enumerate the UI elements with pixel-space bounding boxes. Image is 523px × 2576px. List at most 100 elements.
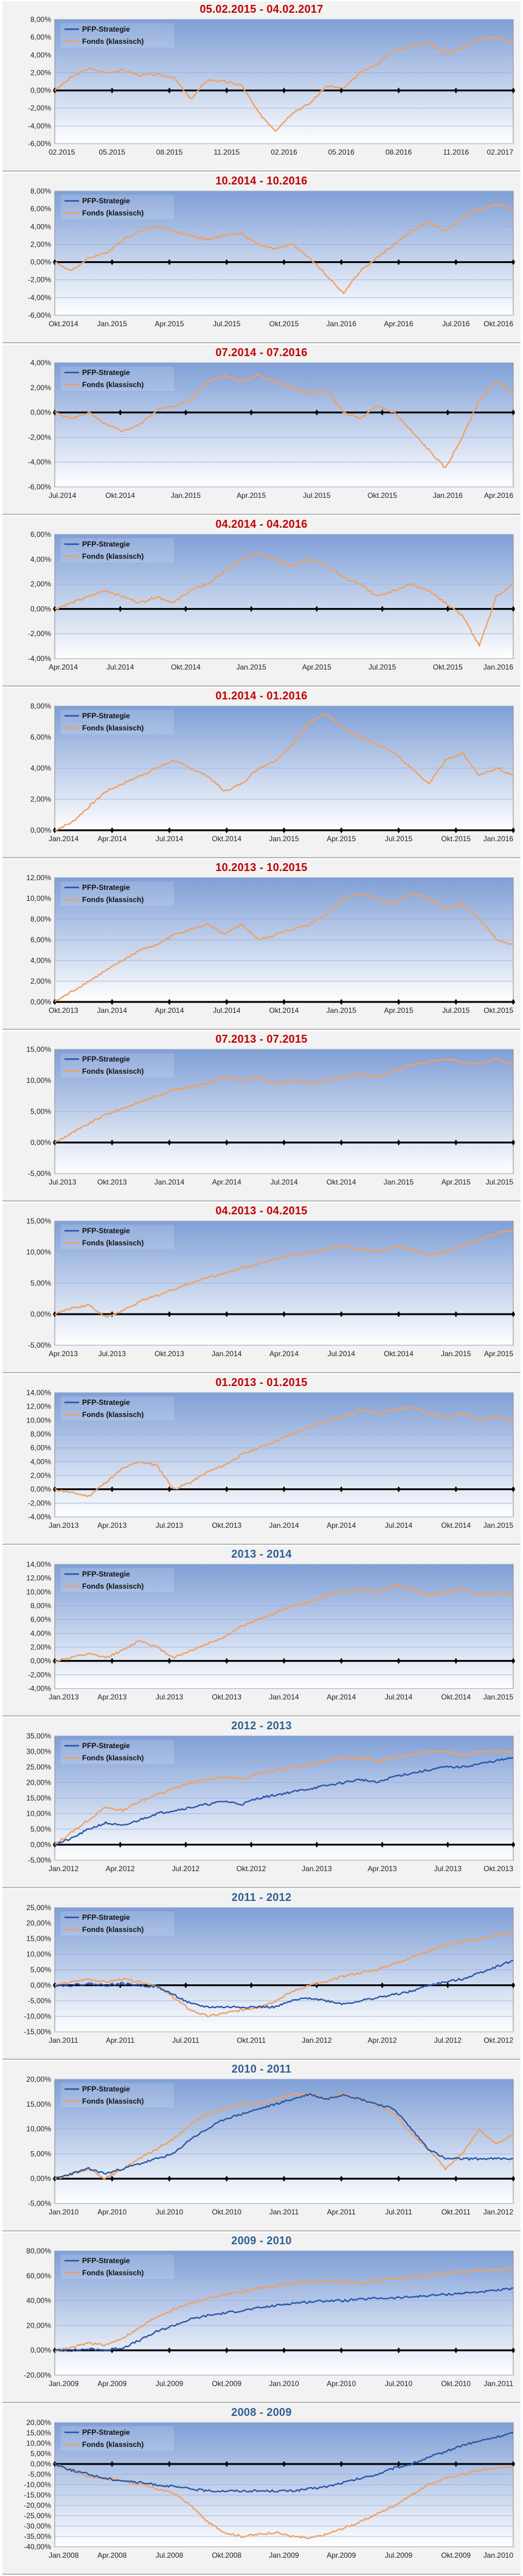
fund-series-line (54, 373, 514, 468)
axis-marker (167, 2461, 171, 2467)
x-tick-label: Jan.2010 (49, 2208, 79, 2216)
y-tick-label: -4,00% (28, 1684, 51, 1693)
line-chart: -6,00% -4,00% -2,00% 0,00% 2,00% 4,00% 6,00% 8,… (28, 187, 515, 328)
x-tick-label: Jan.2015 (236, 663, 266, 671)
x-tick-label: Jan.2013 (49, 1693, 79, 1701)
y-tick-label: 20,00% (26, 1919, 51, 1928)
chart-title: 01.2013 - 01.2015 (215, 1376, 308, 1388)
chart-panel: 10.2014 - 10.2016 -6,00% -4,00% -2,00% 0,00%… (2, 173, 521, 343)
x-tick-label: Okt.2013 (97, 1178, 127, 1186)
axis-marker (110, 259, 114, 265)
x-tick-label: Apr.2015 (154, 320, 184, 328)
axis-marker (110, 2461, 114, 2467)
y-tick-label: 0,00% (30, 1841, 51, 1849)
axis-marker (454, 2175, 458, 2182)
chart-title: 2013 - 2014 (231, 1548, 292, 1560)
axis-marker (110, 2175, 114, 2182)
legend-label-fund: Fonds (klassisch) (82, 724, 144, 732)
x-tick-label: Apr.2011 (106, 2036, 134, 2045)
chart-title: 2008 - 2009 (231, 2406, 292, 2418)
axis-marker (397, 1139, 401, 1146)
axis-marker (224, 2175, 229, 2182)
y-tick-label: 2,00% (30, 383, 51, 392)
x-tick-label: Okt.2015 (483, 1006, 513, 1015)
x-tick-label: Jul.2011 (172, 2036, 199, 2045)
x-tick-label: Jul.2015 (385, 835, 413, 843)
x-tick-label: Jul.2013 (156, 1521, 184, 1530)
x-tick-label: Jul.2014 (385, 1521, 413, 1530)
chart-panel: 2009 - 2010 -20,00% 0,00% 20,00% 40,00% 60,00… (2, 2233, 521, 2403)
chart-panel: 2012 - 2013 -5,00% 0,00% 5,00% 10,00% 15,00% 2… (2, 1718, 521, 1888)
y-tick-label: 4,00% (30, 51, 51, 59)
axis-marker (380, 1841, 384, 1848)
x-tick-label: Jul.2015 (442, 1006, 470, 1015)
plot-area (54, 1392, 514, 1517)
fund-series-line (54, 2092, 514, 2180)
y-tick-label: 0,00% (30, 2346, 51, 2354)
y-tick-label: 6,00% (30, 205, 51, 213)
line-chart: -4,00% -2,00% 0,00% 2,00% 4,00% 6,00% 8,00% 10,… (26, 1560, 515, 1701)
y-tick-label: 10,00% (26, 1416, 51, 1424)
legend-label-strategy: PFP-Strategie (82, 197, 130, 205)
axis-marker (511, 409, 515, 416)
chart-title: 10.2013 - 10.2015 (215, 861, 308, 873)
x-tick-label: Jan.2012 (49, 1864, 79, 1873)
x-tick-label: Jan.2011 (484, 2379, 514, 2388)
line-chart: -20,00% 0,00% 20,00% 40,00% 60,00% 80,00% Jan.… (24, 2247, 515, 2388)
chart-panel: 05.02.2015 - 04.02.2017 -6,00% -4,00% -2,00… (2, 1, 521, 172)
x-tick-label: Apr.2010 (97, 2208, 126, 2216)
legend-label-fund: Fonds (klassisch) (82, 1582, 144, 1591)
axis-marker (397, 2461, 401, 2467)
x-tick-label: Jan.2015 (327, 1006, 357, 1015)
axis-marker (224, 1311, 229, 1317)
axis-marker (454, 2461, 458, 2467)
x-tick-label: Apr.2012 (106, 1864, 135, 1873)
legend-label-fund: Fonds (klassisch) (82, 380, 144, 389)
y-tick-label: 4,00% (30, 222, 51, 231)
axis-marker (339, 2175, 344, 2182)
x-tick-label: Apr.2014 (49, 663, 78, 671)
plot-area (54, 2079, 514, 2204)
y-tick-label: 10,00% (26, 2439, 51, 2448)
y-tick-label: -5,00% (28, 1341, 51, 1349)
x-tick-label: Jul.2009 (156, 2379, 184, 2388)
chart-title: 07.2014 - 07.2016 (215, 346, 308, 359)
y-tick-label: -4,00% (28, 654, 51, 663)
axis-marker (397, 1657, 401, 1664)
legend-label-fund: Fonds (klassisch) (82, 2097, 144, 2105)
y-tick-label: 5,00% (30, 1965, 51, 1974)
legend-box (61, 2426, 174, 2451)
x-tick-label: Jul.2011 (385, 2208, 412, 2216)
legend: PFP-Strategie Fonds (klassisch) (61, 1740, 174, 1764)
y-tick-label: 25,00% (26, 1763, 51, 1771)
axis-marker (339, 999, 344, 1005)
legend-box (61, 195, 174, 219)
axis-marker (53, 1311, 57, 1317)
x-tick-label: Jan.2014 (154, 1178, 185, 1186)
y-tick-label: -40,00% (24, 2543, 51, 2551)
x-tick-label: Okt.2013 (212, 1693, 241, 1701)
x-tick-label: Apr.2009 (327, 2551, 356, 2560)
strategy-series-line (54, 1959, 514, 2009)
x-tick-label: Jul.2014 (270, 1178, 298, 1186)
fund-series-line (54, 1057, 514, 1144)
y-tick-label: 0,00% (30, 86, 51, 95)
line-chart: -4,00% -2,00% 0,00% 2,00% 4,00% 6,00% Apr.2014… (28, 530, 515, 671)
axis-marker (282, 2175, 286, 2182)
axis-marker (454, 259, 458, 265)
legend-box (61, 1740, 174, 1764)
x-tick-label: Apr.2013 (97, 1693, 126, 1701)
y-tick-label: 20,00% (26, 1779, 51, 1787)
y-tick-label: 6,00% (30, 33, 51, 41)
axis-marker (167, 259, 171, 265)
y-tick-label: -6,00% (28, 483, 51, 491)
x-tick-label: Okt.2012 (483, 2036, 513, 2045)
axis-marker (511, 2347, 515, 2354)
axis-marker (110, 827, 114, 833)
x-tick-label: Jan.2015 (384, 1178, 414, 1186)
fund-series-line (54, 203, 514, 295)
axis-marker (167, 87, 171, 94)
x-tick-label: Jan.2008 (49, 2551, 79, 2560)
x-tick-label: Okt.2013 (483, 1864, 513, 1873)
legend-box (61, 366, 174, 391)
